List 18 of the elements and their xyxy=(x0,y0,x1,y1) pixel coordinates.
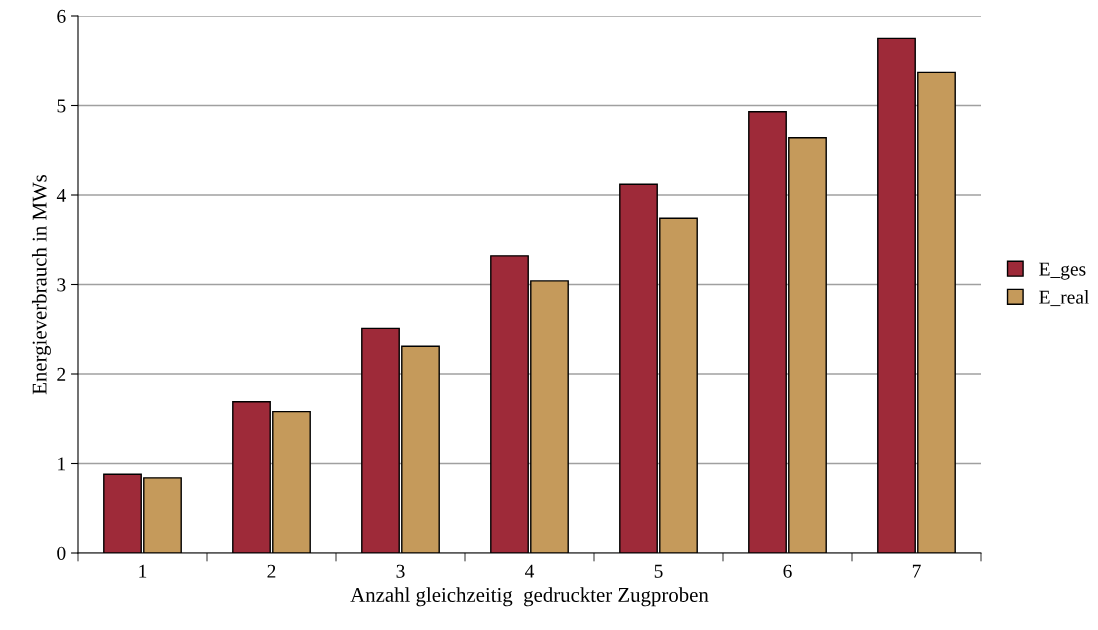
y-tick-label: 3 xyxy=(57,278,66,292)
y-tick-label: 5 xyxy=(57,99,66,113)
x-tick-label: 5 xyxy=(654,564,663,578)
y-tick-label: 1 xyxy=(58,457,66,471)
y-tick-label: 2 xyxy=(57,367,66,381)
x-tick-label: 6 xyxy=(783,564,792,578)
legend-label: E_ges xyxy=(1039,262,1086,280)
x-tick-label: 7 xyxy=(912,564,921,578)
x-tick-label: 3 xyxy=(396,564,405,578)
y-tick-label: 4 xyxy=(56,188,66,202)
legend-label: E_real xyxy=(1039,290,1089,307)
x-tick-label: 1 xyxy=(139,564,147,578)
y-axis-title: Energieverbrauch in MWs xyxy=(31,174,51,395)
x-tick-label: 4 xyxy=(525,564,535,578)
y-tick-label: 0 xyxy=(57,546,66,560)
x-axis-title: Anzahl gleichzeitig gedruckter Zugproben xyxy=(350,587,709,607)
x-tick-label: 2 xyxy=(267,564,276,578)
y-tick-label: 6 xyxy=(57,9,66,23)
